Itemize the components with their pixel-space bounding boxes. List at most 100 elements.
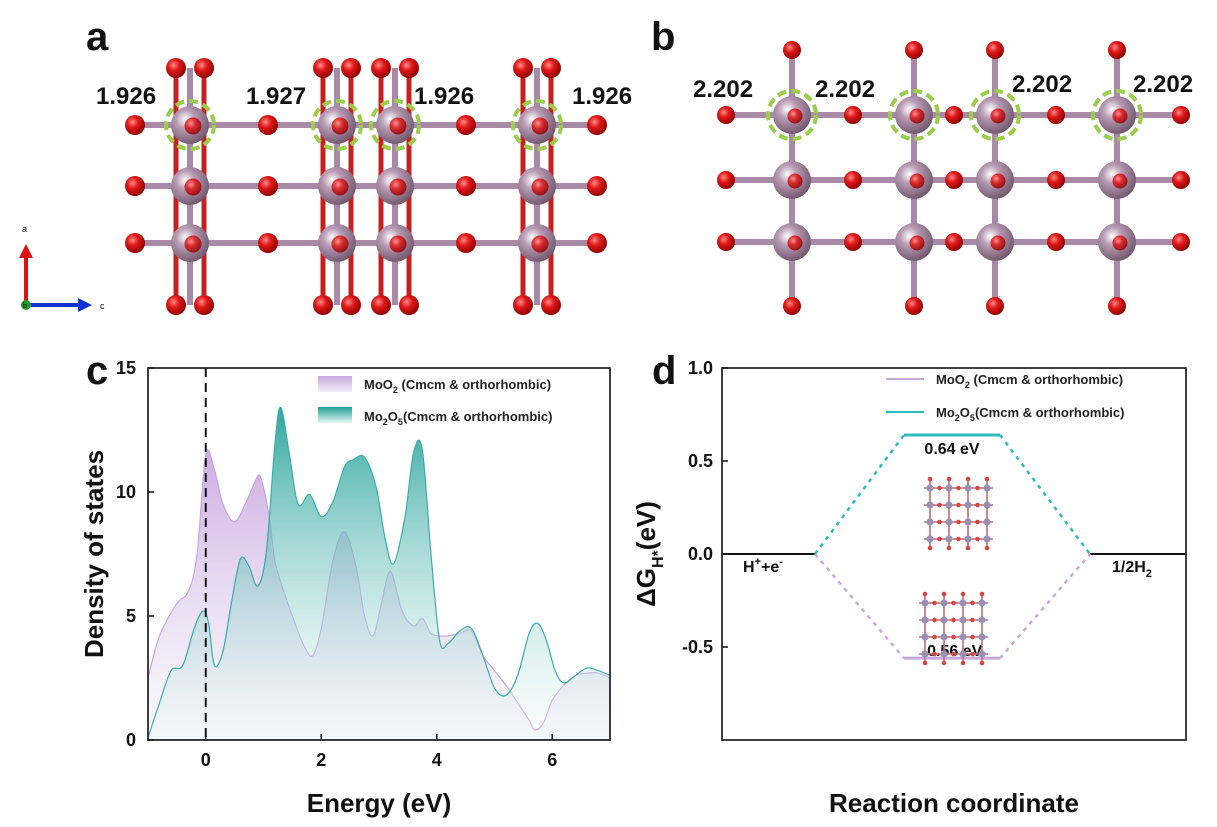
oxygen-atom [905, 297, 923, 315]
oxygen-atom [313, 295, 333, 315]
y-tick-label: 5 [126, 606, 136, 626]
panel-a: a 1.926 1.927 1.926 1.926 a c b [19, 15, 632, 315]
oxygen-atom [956, 485, 961, 491]
oxygen-atom [927, 476, 933, 482]
oxygen-atom [1047, 233, 1065, 251]
oxygen-atom [541, 58, 561, 78]
oxygen-atom [166, 58, 186, 78]
legend-swatch-moo2 [318, 376, 352, 392]
oxygen-atom [932, 634, 937, 640]
energy-value-label: -0.56 eV [922, 643, 983, 660]
oxygen-atom [844, 233, 862, 251]
oxygen-atom [258, 233, 278, 253]
oxygen-atom [986, 41, 1004, 59]
oxygen-atom [1047, 171, 1065, 189]
oxygen-atom [513, 295, 533, 315]
oxygen-atom [389, 178, 407, 196]
molybdenum-atom [959, 616, 967, 624]
oxygen-atom [984, 545, 990, 551]
oxygen-atom [937, 536, 942, 542]
crystal-structure-a [125, 58, 607, 315]
oxygen-atom [970, 651, 975, 657]
molybdenum-atom [940, 616, 948, 624]
oxygen-atom [951, 600, 956, 606]
oxygen-atom [166, 295, 186, 315]
molybdenum-atom [926, 484, 934, 492]
oxygen-atom [331, 178, 349, 196]
molybdenum-atom [983, 535, 991, 543]
oxygen-atom [937, 485, 942, 491]
state-label-final: 1/2H2 [1112, 559, 1152, 580]
axis-c-arrowhead [78, 298, 92, 312]
oxygen-atom [184, 235, 202, 253]
active-site-highlight [511, 99, 563, 151]
energy-diagram: -0.56 eV 0.64 eV [722, 433, 1186, 660]
oxygen-atom [787, 108, 803, 124]
oxygen-atom [717, 233, 735, 251]
legend: MoO2 (Cmcm & orthorhombic) Mo2O5(Cmcm & … [318, 376, 552, 427]
oxygen-atom [456, 176, 476, 196]
oxygen-atom [945, 233, 963, 251]
oxygen-atom [456, 115, 476, 135]
molybdenum-atom [926, 501, 934, 509]
oxygen-atom [341, 58, 361, 78]
molybdenum-atom [964, 518, 972, 526]
energy-value-label: 0.64 eV [924, 441, 979, 458]
oxygen-atom [932, 651, 937, 657]
panel-d: d -0.5 0.0 0.5 1.0 -0.56 eV 0.64 eV H++e- 1/… [631, 349, 1187, 818]
oxygen-atom [371, 295, 391, 315]
oxygen-atom [990, 235, 1006, 251]
x-tick-label: 2 [316, 750, 326, 770]
molybdenum-atom [945, 518, 953, 526]
bond-length-label: 2.202 [1133, 71, 1193, 98]
oxygen-atom [951, 634, 956, 640]
y-axis-title: ΔGH*(eV) [631, 501, 667, 607]
oxygen-atom [975, 502, 980, 508]
y-tick-label: -0.5 [682, 637, 713, 657]
oxygen-atom [956, 502, 961, 508]
oxygen-atom [986, 297, 1004, 315]
connector-line [814, 553, 905, 659]
oxygen-atom [937, 502, 942, 508]
bond-length-label: 2.202 [815, 76, 875, 103]
molybdenum-atom [945, 501, 953, 509]
active-site-highlight [766, 89, 818, 141]
legend-entry-moo2: MoO2 (Cmcm & orthorhombic) [364, 377, 551, 395]
legend-swatch-mo2o5 [318, 407, 352, 423]
molybdenum-atom [978, 599, 986, 607]
oxygen-atom [922, 660, 928, 666]
active-site-highlight [1091, 89, 1143, 141]
molybdenum-atom [940, 599, 948, 607]
oxygen-atom [970, 600, 975, 606]
plot-frame [147, 367, 611, 741]
oxygen-atom [975, 536, 980, 542]
x-axis-title: Energy (eV) [307, 788, 452, 818]
active-site-highlight [369, 99, 421, 151]
molybdenum-atom [940, 650, 948, 658]
oxygen-atom [783, 41, 801, 59]
oxygen-atom [456, 233, 476, 253]
oxygen-atom [905, 41, 923, 59]
state-label-initial: H++e- [743, 556, 783, 576]
oxygen-atom [960, 591, 966, 597]
oxygen-atom [946, 476, 952, 482]
molybdenum-atom [921, 633, 929, 641]
legend-entry-mo2o5: Mo2O5(Cmcm & orthorhombic) [936, 405, 1124, 423]
axis-ticks: -0.5 0.0 0.5 1.0 [682, 358, 728, 657]
bond-length-label: 2.202 [1012, 71, 1072, 98]
oxygen-atom [956, 536, 961, 542]
bond-length-label: 1.926 [414, 83, 474, 110]
oxygen-atom [1112, 108, 1128, 124]
y-axis-title: Density of states [79, 450, 109, 658]
molybdenum-atom [978, 616, 986, 624]
oxygen-atom [970, 634, 975, 640]
molybdenum-atom [926, 518, 934, 526]
oxygen-atom [587, 176, 607, 196]
molybdenum-atom [945, 484, 953, 492]
oxygen-atom [389, 117, 407, 135]
oxygen-atom [956, 519, 961, 525]
oxygen-atom [984, 476, 990, 482]
oxygen-atom [125, 233, 145, 253]
oxygen-atom [975, 485, 980, 491]
oxygen-atom [909, 108, 925, 124]
